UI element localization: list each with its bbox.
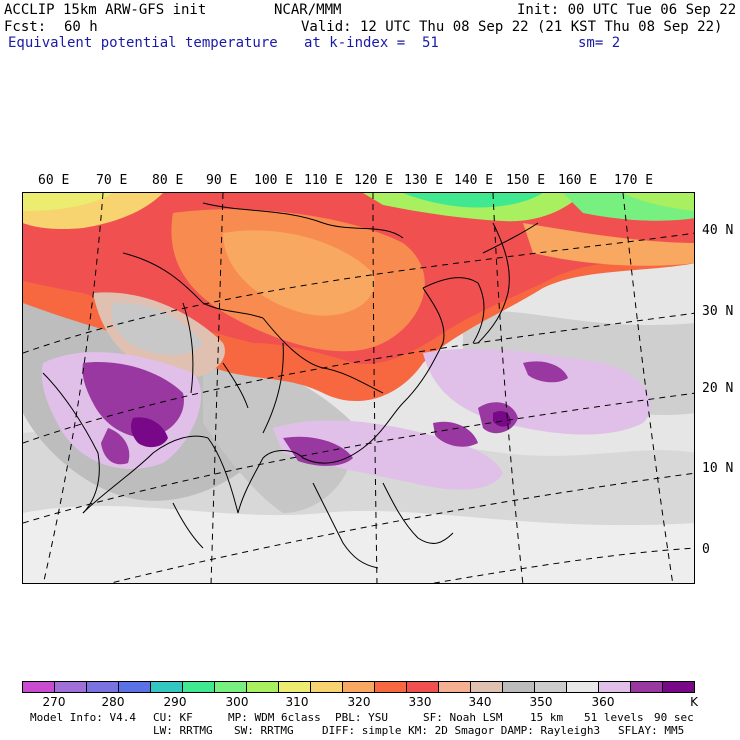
- colorbar-swatch: [534, 682, 566, 692]
- colorbar-swatch: [310, 682, 342, 692]
- vertical-levels: 51 levels: [584, 711, 644, 724]
- lat-label: 20 N: [702, 381, 734, 396]
- colorbar-tick-label: 340: [468, 695, 492, 709]
- colorbar-swatch: [566, 682, 598, 692]
- init-time: Init: 00 UTC Tue 06 Sep 22: [517, 2, 737, 18]
- diffusion-damping: DIFF: simple KM: 2D Smagor DAMP: Rayleig…: [322, 724, 601, 737]
- lon-label: 60 E: [38, 173, 70, 188]
- lon-label: 70 E: [96, 173, 128, 188]
- forecast-hours: 60 h: [64, 19, 98, 35]
- colorbar-tick-label: 270: [42, 695, 66, 709]
- valid-time: Valid: 12 UTC Thu 08 Sep 22 (21 KST Thu …: [301, 19, 723, 35]
- surface-scheme: SF: Noah LSM: [423, 711, 503, 724]
- colorbar-tick-label: 290: [163, 695, 187, 709]
- colorbar-swatch: [150, 682, 182, 692]
- colorbar-swatch: [630, 682, 662, 692]
- forecast-label: Fcst:: [4, 19, 47, 35]
- colorbar-swatch: [406, 682, 438, 692]
- lon-label: 100 E: [254, 173, 294, 188]
- time-step: 90 sec: [654, 711, 694, 724]
- colorbar-swatch: [118, 682, 150, 692]
- colorbar-swatch: [54, 682, 86, 692]
- lon-label: 170 E: [614, 173, 654, 188]
- colorbar-swatch: [470, 682, 502, 692]
- lon-label: 120 E: [354, 173, 394, 188]
- colorbar-swatch: [662, 682, 694, 692]
- field-name: Equivalent potential temperature: [8, 35, 278, 51]
- colorbar-swatch: [502, 682, 534, 692]
- colorbar-swatch: [214, 682, 246, 692]
- lat-label: 10 N: [702, 461, 734, 476]
- grid-spacing: 15 km: [530, 711, 564, 724]
- colorbar-tick-label: 360: [591, 695, 615, 709]
- colorbar: [22, 681, 695, 693]
- microphysics: MP: WDM 6class: [228, 711, 321, 724]
- colorbar-swatch: [23, 682, 54, 692]
- colorbar-tick-label: 300: [225, 695, 249, 709]
- shortwave-scheme: SW: RRTMG: [234, 724, 294, 737]
- colorbar-swatch: [342, 682, 374, 692]
- lat-label: 40 N: [702, 223, 734, 238]
- map-field-svg: [23, 193, 694, 583]
- theta-e-map: [22, 192, 695, 584]
- colorbar-tick-label: 350: [529, 695, 553, 709]
- colorbar-swatch: [598, 682, 630, 692]
- lon-label: 110 E: [304, 173, 344, 188]
- lon-label: 140 E: [454, 173, 494, 188]
- model-level: at k-index = 51: [304, 35, 439, 51]
- colorbar-tick-label: 280: [101, 695, 125, 709]
- surface-layer: SFLAY: MM5: [618, 724, 685, 737]
- colorbar-swatch: [86, 682, 118, 692]
- lon-label: 90 E: [206, 173, 238, 188]
- model-title: ACCLIP 15km ARW-GFS init: [4, 2, 207, 18]
- lat-label: 30 N: [702, 304, 734, 319]
- colorbar-tick-label: 310: [285, 695, 309, 709]
- model-info: Model Info: V4.4: [30, 711, 136, 724]
- lon-label: 160 E: [558, 173, 598, 188]
- colorbar-swatch: [374, 682, 406, 692]
- colorbar-tick-label: 320: [347, 695, 371, 709]
- longwave-scheme: LW: RRTMG: [153, 724, 213, 737]
- organization: NCAR/MMM: [274, 2, 342, 18]
- lon-label: 130 E: [404, 173, 444, 188]
- colorbar-swatch: [278, 682, 310, 692]
- lon-label: 80 E: [152, 173, 184, 188]
- colorbar-swatch: [438, 682, 470, 692]
- lon-label: 150 E: [506, 173, 546, 188]
- colorbar-tick-label: 330: [408, 695, 432, 709]
- smoothing: sm= 2: [578, 35, 621, 51]
- colorbar-swatch: [246, 682, 278, 692]
- colorbar-swatch: [182, 682, 214, 692]
- colorbar-unit: K: [690, 695, 698, 709]
- cumulus-scheme: CU: KF: [153, 711, 193, 724]
- lat-label: 0: [702, 542, 710, 557]
- pbl-scheme: PBL: YSU: [335, 711, 388, 724]
